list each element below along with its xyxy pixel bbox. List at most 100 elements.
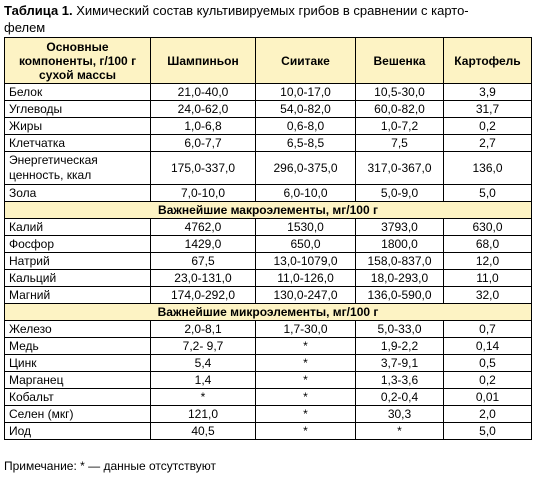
cell-value: 317,0-367,0 [355, 151, 444, 185]
table-row: Иод 40,5 * * 5,0 [4, 422, 532, 440]
cell-value: 0,14 [443, 337, 532, 355]
cell-value: 13,0-1079,0 [255, 252, 356, 270]
cell-value: 0,2-0,4 [355, 388, 444, 406]
cell-value: 1,4 [150, 371, 256, 389]
row-label: Иод [4, 422, 151, 440]
cell-value: 31,7 [443, 100, 532, 118]
table-note: Примечание: * — данные отсутствуют [4, 459, 216, 473]
cell-value: 296,0-375,0 [255, 151, 356, 185]
cell-value: 0,5 [443, 354, 532, 372]
cell-value: 5,0-33,0 [355, 320, 444, 338]
row-label: Железо [4, 320, 151, 338]
table-row: Кобальт * * 0,2-0,4 0,01 [4, 388, 532, 406]
table-caption: Таблица 1. Химический состав культивируе… [4, 2, 524, 36]
cell-value: 23,0-131,0 [150, 269, 256, 287]
table-row: Цинк 5,4 * 3,7-9,1 0,5 [4, 354, 532, 372]
composition-table: Основные компоненты, г/100 г сухой массы… [4, 37, 532, 440]
cell-value: 5,0 [443, 184, 532, 202]
cell-value: 174,0-292,0 [150, 286, 256, 304]
cell-value: 3793,0 [355, 218, 444, 236]
cell-value: 30,3 [355, 405, 444, 423]
row-label: Жиры [4, 117, 151, 135]
caption-text-line2: фелем [4, 20, 46, 35]
row-label: Селен (мкг) [4, 405, 151, 423]
cell-value: 3,9 [443, 83, 532, 101]
row-label: Углеводы [4, 100, 151, 118]
cell-value: 60,0-82,0 [355, 100, 444, 118]
cell-value: 6,0-10,0 [255, 184, 356, 202]
row-label: Магний [4, 286, 151, 304]
cell-value: 121,0 [150, 405, 256, 423]
header-row: Основные компоненты, г/100 г сухой массы… [4, 37, 532, 84]
cell-value: 5,0-9,0 [355, 184, 444, 202]
cell-value: 6,0-7,7 [150, 134, 256, 152]
row-label: Кобальт [4, 388, 151, 406]
table-body: Белок 21,0-40,0 10,0-17,0 10,5-30,0 3,9 Углев… [4, 83, 532, 440]
cell-value: 21,0-40,0 [150, 83, 256, 101]
cell-value: 3,7-9,1 [355, 354, 444, 372]
cell-value: 130,0-247,0 [255, 286, 356, 304]
cell-value: 4762,0 [150, 218, 256, 236]
cell-value: 2,0-8,1 [150, 320, 256, 338]
cell-value: 158,0-837,0 [355, 252, 444, 270]
cell-value: 5,0 [443, 422, 532, 440]
cell-value: 630,0 [443, 218, 532, 236]
section-row: Важнейшие микроэлементы, мг/100 г [4, 303, 532, 321]
row-label: Кальций [4, 269, 151, 287]
cell-value: * [150, 388, 256, 406]
row-label: Зола [4, 184, 151, 202]
cell-value: 54,0-82,0 [255, 100, 356, 118]
cell-value: 7,5 [355, 134, 444, 152]
cell-value: 11,0 [443, 269, 532, 287]
cell-value: 11,0-126,0 [255, 269, 356, 287]
table-row: Железо 2,0-8,1 1,7-30,0 5,0-33,0 0,7 [4, 320, 532, 338]
cell-value: * [255, 354, 356, 372]
cell-value: * [355, 422, 444, 440]
row-label: Калий [4, 218, 151, 236]
column-header-potato: Картофель [443, 37, 532, 84]
cell-value: 136,0 [443, 151, 532, 185]
table-row: Селен (мкг) 121,0 * 30,3 2,0 [4, 405, 532, 423]
column-header-component: Основные компоненты, г/100 г сухой массы [4, 37, 151, 84]
table-row: Фосфор 1429,0 650,0 1800,0 68,0 [4, 235, 532, 253]
table-row: Жиры 1,0-6,8 0,6-8,0 1,0-7,2 0,2 [4, 117, 532, 135]
cell-value: 12,0 [443, 252, 532, 270]
cell-value: 1,7-30,0 [255, 320, 356, 338]
column-header-champignon: Шампиньон [150, 37, 256, 84]
row-label: Марганец [4, 371, 151, 389]
cell-value: 136,0-590,0 [355, 286, 444, 304]
cell-value: 67,5 [150, 252, 256, 270]
cell-value: 1,3-3,6 [355, 371, 444, 389]
cell-value: 1,0-7,2 [355, 117, 444, 135]
row-label: Цинк [4, 354, 151, 372]
cell-value: 5,4 [150, 354, 256, 372]
table-row: Марганец 1,4 * 1,3-3,6 0,2 [4, 371, 532, 389]
row-label: Энергетическая ценность, ккал [4, 151, 151, 185]
row-label: Медь [4, 337, 151, 355]
cell-value: 0,6-8,0 [255, 117, 356, 135]
cell-value: * [255, 388, 356, 406]
row-label: Фосфор [4, 235, 151, 253]
section-row: Важнейшие макроэлементы, мг/100 г [4, 201, 532, 219]
section-title: Важнейшие микроэлементы, мг/100 г [4, 303, 532, 321]
cell-value: 175,0-337,0 [150, 151, 256, 185]
table-row: Калий 4762,0 1530,0 3793,0 630,0 [4, 218, 532, 236]
cell-value: * [255, 422, 356, 440]
table-row: Углеводы 24,0-62,0 54,0-82,0 60,0-82,0 31,7 [4, 100, 532, 118]
cell-value: * [255, 371, 356, 389]
table-row: Белок 21,0-40,0 10,0-17,0 10,5-30,0 3,9 [4, 83, 532, 101]
cell-value: 18,0-293,0 [355, 269, 444, 287]
caption-label: Таблица 1. [4, 3, 73, 18]
table-row: Медь 7,2- 9,7 * 1,9-2,2 0,14 [4, 337, 532, 355]
cell-value: 7,2- 9,7 [150, 337, 256, 355]
cell-value: 32,0 [443, 286, 532, 304]
section-title: Важнейшие макроэлементы, мг/100 г [4, 201, 532, 219]
cell-value: 0,01 [443, 388, 532, 406]
cell-value: 1800,0 [355, 235, 444, 253]
table-row: Энергетическая ценность, ккал 175,0-337,0… [4, 151, 532, 185]
cell-value: 0,2 [443, 117, 532, 135]
cell-value: 2,0 [443, 405, 532, 423]
cell-value: 10,5-30,0 [355, 83, 444, 101]
cell-value: 7,0-10,0 [150, 184, 256, 202]
table-row: Кальций 23,0-131,0 11,0-126,0 18,0-293,0 11,… [4, 269, 532, 287]
